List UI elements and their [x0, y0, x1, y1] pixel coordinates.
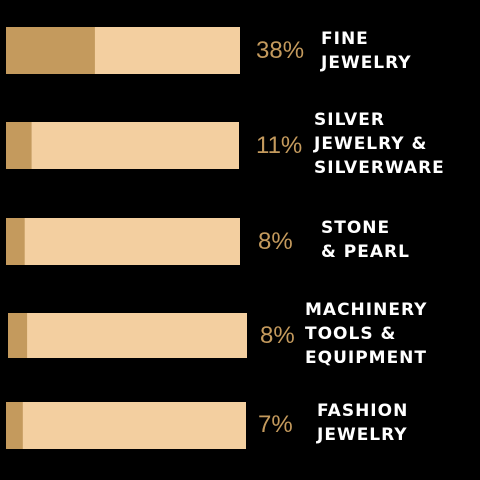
category-label: FASHION JEWELRY: [317, 399, 408, 447]
data-label: 38%: [256, 37, 305, 64]
data-label: 8%: [258, 228, 293, 255]
bar: [8, 313, 28, 358]
bar-track: [6, 122, 239, 169]
data-label: 8%: [260, 322, 295, 349]
data-label: 7%: [258, 411, 293, 438]
bar-track: [8, 313, 247, 358]
data-label: 11%: [256, 132, 303, 159]
category-label-line: EQUIPMENT: [305, 348, 428, 368]
category-label-line: JEWELRY: [317, 425, 408, 445]
category-label-line: JEWELRY: [321, 53, 412, 73]
bar: [6, 27, 95, 74]
bar: [6, 402, 23, 449]
category-label: STONE & PEARL: [321, 216, 410, 264]
category-label: SILVER JEWELRY & SILVERWARE: [314, 108, 445, 180]
bar: [6, 122, 32, 169]
bar: [6, 218, 25, 265]
category-label-line: JEWELRY &: [314, 134, 428, 154]
category-label-line: SILVERWARE: [314, 158, 445, 178]
bar-track: [6, 218, 240, 265]
category-label-line: SILVER: [314, 110, 385, 130]
category-label-line: & PEARL: [321, 242, 410, 262]
category-label: FINE JEWELRY: [321, 27, 412, 75]
category-label-line: FASHION: [317, 401, 409, 421]
category-label-line: STONE: [321, 218, 391, 238]
category-label-line: TOOLS &: [305, 324, 397, 344]
category-label-line: MACHINERY: [305, 300, 428, 320]
category-label: MACHINERY TOOLS & EQUIPMENT: [305, 298, 427, 370]
category-label-line: FINE: [321, 29, 369, 49]
bar-track: [6, 402, 246, 449]
